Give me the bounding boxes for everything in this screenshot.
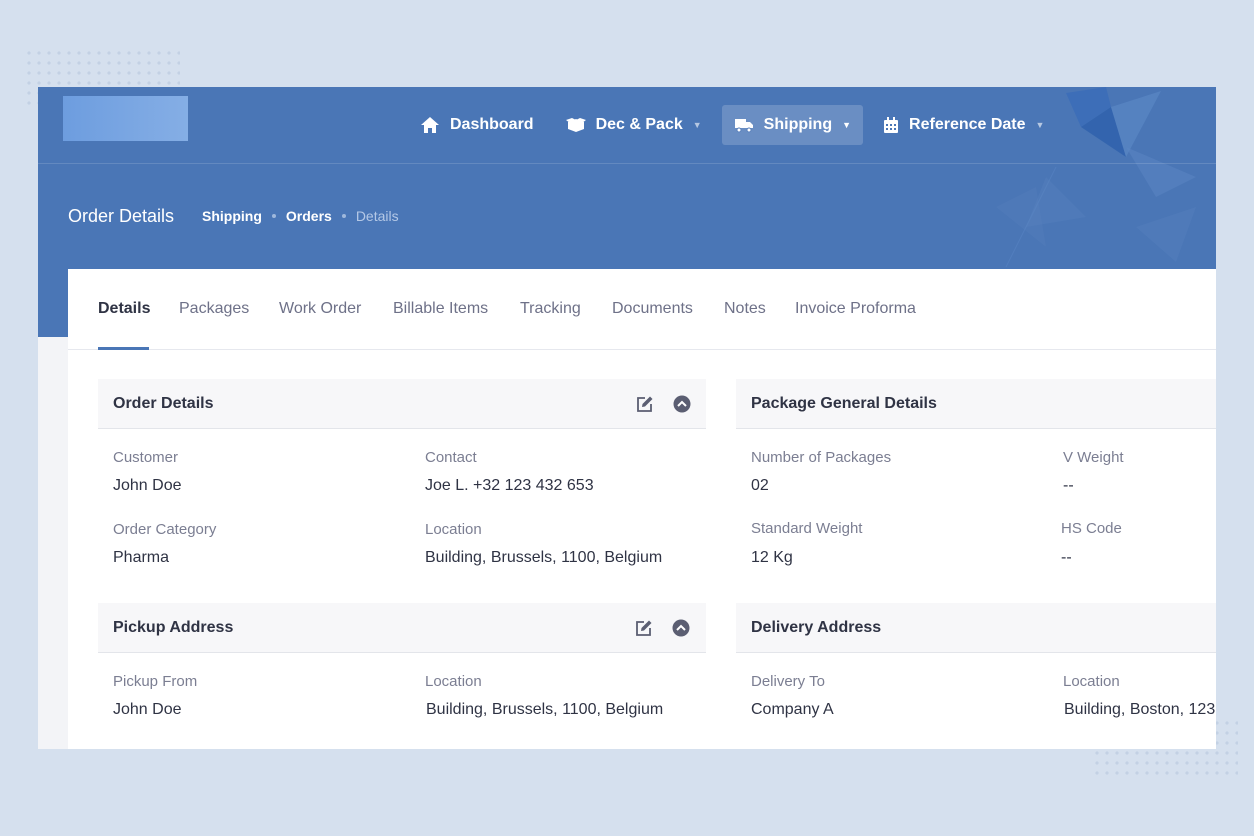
tab-details[interactable]: Details xyxy=(98,300,151,317)
page-title: Order Details xyxy=(68,206,175,226)
panel-title: Package General Details xyxy=(751,395,937,412)
field-label: Standard Weight xyxy=(751,520,863,537)
order-card: Details Packages Work Order Billable Ite… xyxy=(68,269,1216,749)
field-label: Order Category xyxy=(113,521,217,538)
paper-planes-illustration xyxy=(996,87,1196,268)
customer-value: John Doe xyxy=(113,477,182,494)
order-details-panel: Order Details Customer John Doe Contact … xyxy=(98,379,706,579)
breadcrumb: Shipping Orders Details xyxy=(202,208,399,224)
breadcrumb-separator xyxy=(341,214,346,218)
divider xyxy=(38,163,1216,164)
panel-title: Pickup Address xyxy=(113,619,234,636)
field-label: Location xyxy=(1063,673,1120,690)
breadcrumb-orders[interactable]: Orders xyxy=(285,208,332,224)
tab-work-order[interactable]: Work Order xyxy=(279,300,362,317)
main-nav: Dashboard Dec & Pack ▼ Shipping ▼ Refere… xyxy=(408,105,1064,145)
chevron-up-icon[interactable] xyxy=(672,619,690,637)
edit-icon[interactable] xyxy=(636,395,654,413)
field-label: Customer xyxy=(113,449,179,466)
nav-dashboard-label: Dashboard xyxy=(450,116,534,133)
delivery-address-panel: Delivery Address Delivery To Company A L… xyxy=(736,603,1216,749)
tab-documents[interactable]: Documents xyxy=(612,300,693,317)
field-label: Pickup From xyxy=(113,673,198,690)
nav-shipping-label: Shipping xyxy=(763,116,833,133)
breadcrumb-shipping[interactable]: Shipping xyxy=(202,208,262,224)
chevron-up-icon[interactable] xyxy=(673,395,691,413)
category-value: Pharma xyxy=(113,549,170,566)
delivery-location-value: Building, Boston, 1232 xyxy=(1064,701,1216,718)
tab-invoice-proforma[interactable]: Invoice Proforma xyxy=(795,300,916,317)
hs-code-value: -- xyxy=(1061,549,1072,566)
tab-notes[interactable]: Notes xyxy=(724,300,766,317)
v-weight-value: -- xyxy=(1063,477,1074,494)
edit-icon[interactable] xyxy=(635,619,653,637)
nav-reference-date[interactable]: Reference Date ▼ xyxy=(871,105,1056,145)
panel-header: Pickup Address xyxy=(98,603,706,653)
app-logo[interactable] xyxy=(63,96,188,141)
contact-value: Joe L. +32 123 432 653 xyxy=(425,477,594,494)
tab-packages[interactable]: Packages xyxy=(179,300,250,317)
field-label: V Weight xyxy=(1063,449,1124,466)
panel-title: Order Details xyxy=(113,395,214,412)
delivery-to-value: Company A xyxy=(751,701,834,718)
field-label: Number of Packages xyxy=(751,449,892,466)
pickup-address-panel: Pickup Address Pickup From John Doe Loca… xyxy=(98,603,706,749)
calendar-icon xyxy=(884,116,899,133)
breadcrumb-details: Details xyxy=(355,208,399,224)
field-label: Location xyxy=(425,673,482,690)
chevron-down-icon: ▼ xyxy=(842,120,852,130)
nav-reference-date-label: Reference Date xyxy=(909,116,1026,133)
standard-weight-value: 12 Kg xyxy=(751,549,793,566)
breadcrumb-separator xyxy=(271,214,276,218)
app-window: Dashboard Dec & Pack ▼ Shipping ▼ Refere… xyxy=(38,87,1216,749)
package-details-panel: Package General Details Number of Packag… xyxy=(736,379,1216,579)
chevron-down-icon: ▼ xyxy=(1035,120,1045,130)
box-icon xyxy=(565,118,586,132)
pickup-from-value: John Doe xyxy=(113,701,182,718)
location-value: Building, Brussels, 1100, Belgium xyxy=(425,549,663,566)
num-packages-value: 02 xyxy=(751,477,769,494)
field-label: Location xyxy=(425,521,482,538)
active-tab-indicator xyxy=(98,347,149,350)
panel-header: Order Details xyxy=(98,379,706,429)
nav-dashboard[interactable]: Dashboard xyxy=(408,105,546,145)
chevron-down-icon: ▼ xyxy=(692,120,702,130)
nav-shipping[interactable]: Shipping ▼ xyxy=(721,105,864,145)
tab-tracking[interactable]: Tracking xyxy=(520,300,581,317)
pickup-location-value: Building, Brussels, 1100, Belgium xyxy=(426,701,664,718)
truck-icon xyxy=(734,119,753,133)
panel-header: Delivery Address xyxy=(736,603,1216,653)
home-icon xyxy=(421,117,439,133)
field-label: Delivery To xyxy=(751,673,825,690)
panel-title: Delivery Address xyxy=(751,619,882,636)
panel-header: Package General Details xyxy=(736,379,1216,429)
nav-dec-pack-label: Dec & Pack xyxy=(595,116,683,133)
field-label: Contact xyxy=(425,449,477,466)
field-label: HS Code xyxy=(1061,520,1122,537)
tab-bar: Details Packages Work Order Billable Ite… xyxy=(68,269,1216,350)
nav-dec-pack[interactable]: Dec & Pack ▼ xyxy=(554,105,714,145)
tab-billable-items[interactable]: Billable Items xyxy=(393,300,489,317)
